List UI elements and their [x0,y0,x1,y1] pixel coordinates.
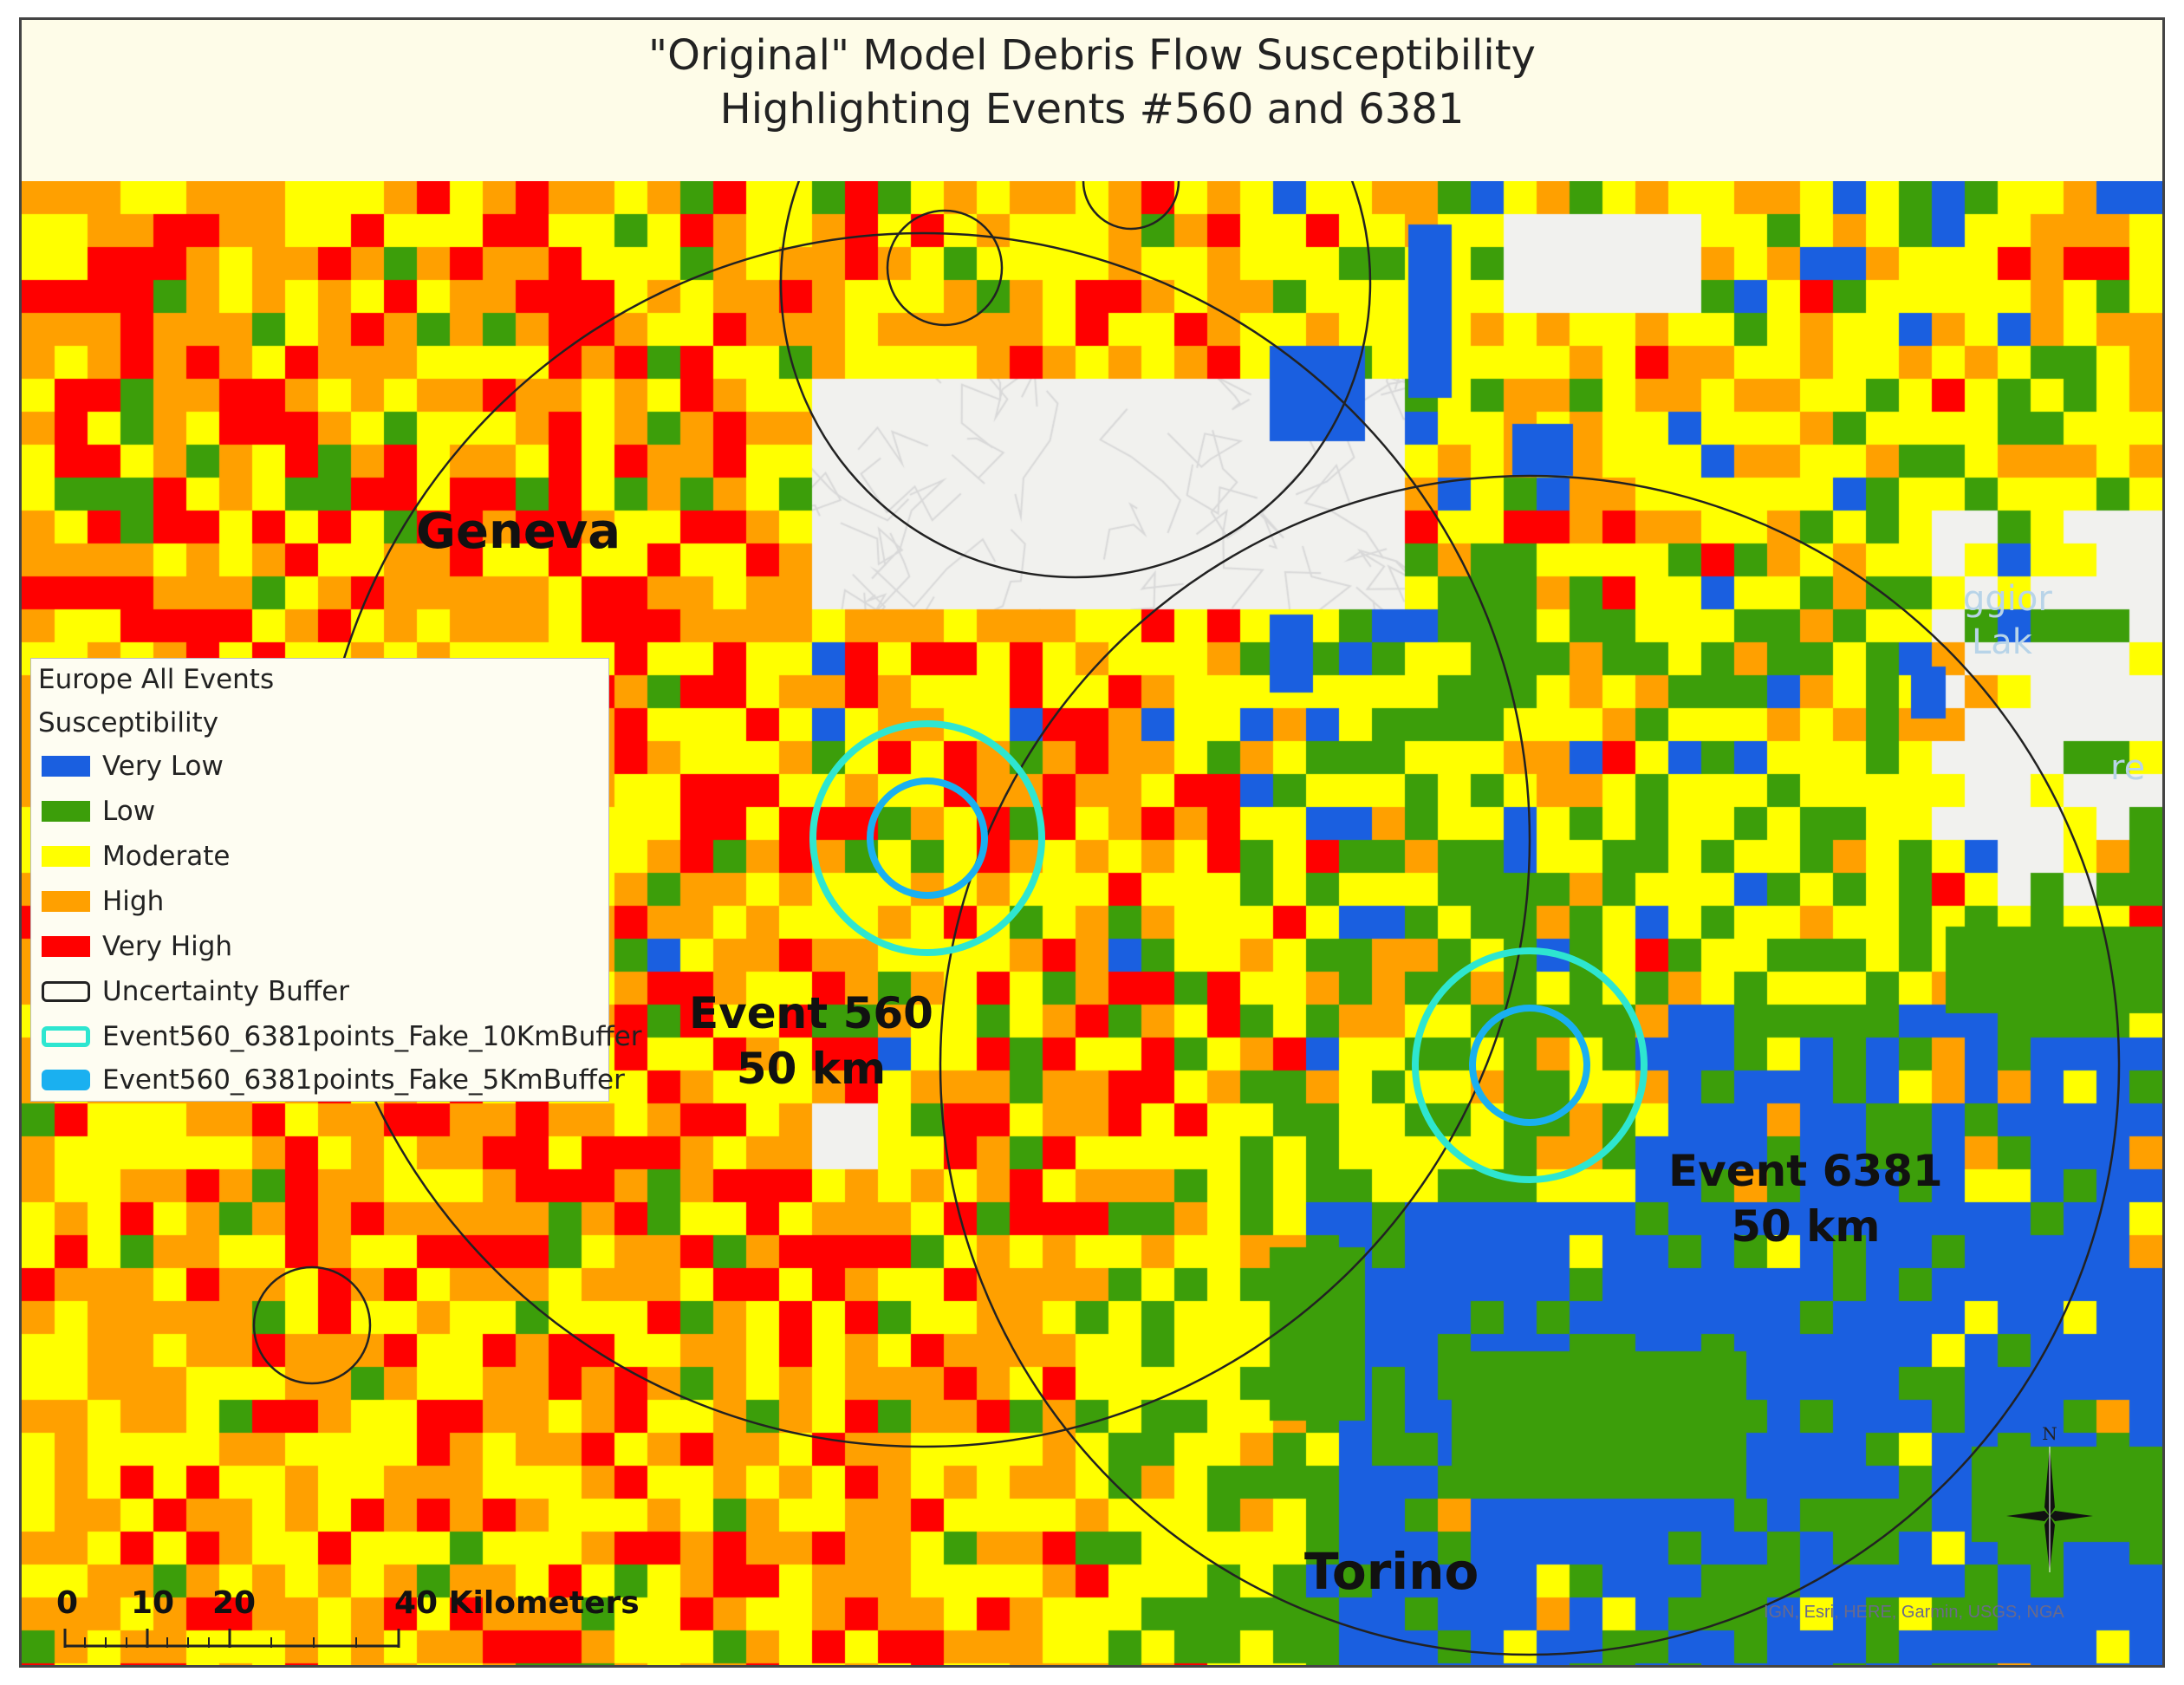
basemap-label-lake-1: ggior [1963,579,2052,619]
scale-bar: 0 10 20 40 Kilometers [56,1585,646,1663]
event6381-5km-buffer [1469,1005,1590,1126]
legend-swatch-low [42,801,90,822]
legend-label-5km-buffer: Event560_6381points_Fake_5KmBuffer [102,1064,625,1096]
place-label-geneva: Geneva [416,504,621,560]
legend-item-very-low: Very Low [42,749,224,784]
legend-swatch-10km-buffer [42,1026,90,1047]
legend-label-uncertainty-buffer: Uncertainty Buffer [102,976,350,1007]
legend-group-title: Europe All Events [38,664,275,695]
map-area[interactable]: ggior Lak re Geneva Torino Event 560 50 … [22,181,2162,1665]
legend-field-title: Susceptibility [38,707,219,738]
event6381-name: Event 6381 [1668,1146,1943,1196]
north-arrow-label: N [2042,1423,2057,1444]
legend-item-very-high: Very High [42,929,232,964]
legend-label-very-low: Very Low [102,751,224,782]
legend-swatch-uncertainty-buffer [42,981,90,1002]
place-label-torino: Torino [1304,1542,1479,1601]
uncertainty-buffer-event6381 [939,474,2121,1656]
map-frame: "Original" Model Debris Flow Susceptibil… [19,17,2165,1668]
legend-item-low: Low [42,794,155,829]
legend-label-low: Low [102,796,156,827]
event6381-radius: 50 km [1731,1201,1881,1252]
uncertainty-buffer-north [779,181,1372,579]
legend-swatch-5km-buffer [42,1070,90,1090]
legend-item-moderate: Moderate [42,839,230,874]
title-box: "Original" Model Debris Flow Susceptibil… [22,20,2162,183]
legend-swatch-high [42,891,90,912]
map-legend: Europe All Events Susceptibility Very Lo… [30,658,642,1102]
map-title-line-1: "Original" Model Debris Flow Susceptibil… [648,31,1536,80]
legend-item-uncertainty-buffer: Uncertainty Buffer [42,974,349,1009]
uncertainty-buffer-small-north [886,209,1004,327]
map-attribution: IGN, Esri, HERE, Garmin, USGS, NGA [1764,1603,2064,1622]
legend-item-10km-buffer: Event560_6381points_Fake_10KmBuffer [42,1019,642,1054]
basemap-label-lake-2: Lak [1972,622,2033,662]
map-title-line-2: Highlighting Events #560 and 6381 [719,85,1465,133]
event560-5km-buffer [867,777,988,899]
legend-label-high: High [102,886,165,917]
legend-item-5km-buffer: Event560_6381points_Fake_5KmBuffer [42,1063,625,1097]
legend-swatch-moderate [42,846,90,867]
scale-label-20: 20 [212,1585,257,1621]
legend-swatch-very-low [42,756,90,777]
legend-label-very-high: Very High [102,931,233,962]
legend-item-high: High [42,884,164,919]
uncertainty-buffer-small-southwest [252,1265,372,1385]
scale-label-40-kilometers: 40 Kilometers [394,1585,640,1621]
event560-10km-buffer [809,720,1045,956]
legend-label-10km-buffer: Event560_6381points_Fake_10KmBuffer [102,1021,642,1052]
scale-bar-graphic [63,1629,400,1648]
legend-label-moderate: Moderate [102,841,231,872]
legend-swatch-very-high [42,936,90,957]
event560-name: Event 560 [689,988,933,1038]
basemap-label-lake-3: re [2110,748,2145,788]
north-arrow-icon: N [2006,1423,2093,1572]
event560-label: Event 560 50 km [689,986,933,1096]
scale-label-10: 10 [131,1585,175,1621]
scale-label-0: 0 [56,1585,79,1621]
event6381-label: Event 6381 50 km [1668,1143,1943,1254]
uncertainty-buffer-small-northeast [1082,181,1180,231]
event6381-10km-buffer [1412,947,1648,1183]
map-overlay: ggior Lak re [252,181,2145,1656]
event560-radius: 50 km [736,1044,887,1094]
